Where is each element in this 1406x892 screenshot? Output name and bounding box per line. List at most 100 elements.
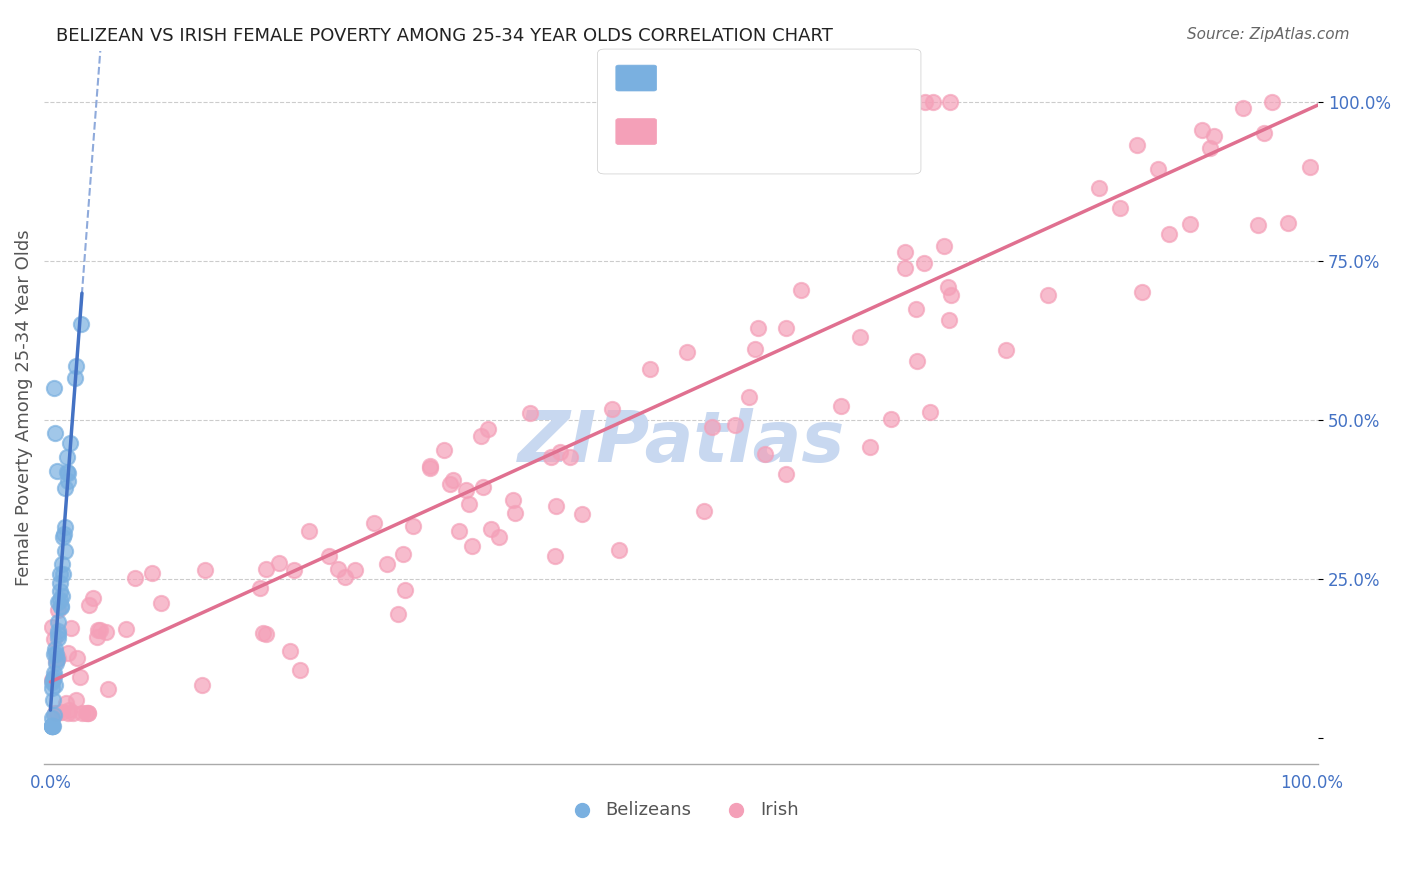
- Point: [249, 581, 271, 595]
- Point: [42, 672, 65, 686]
- Point: [69, 670, 91, 684]
- Point: [97, 682, 120, 697]
- Point: [77, 706, 100, 720]
- Point: [65, 693, 87, 707]
- Point: [676, 345, 699, 359]
- Point: [51, 705, 73, 719]
- Point: [1036, 288, 1059, 302]
- Point: [58, 475, 80, 489]
- Point: [540, 450, 562, 464]
- Point: [471, 480, 494, 494]
- Point: [44, 381, 66, 395]
- Point: [52, 566, 75, 581]
- Point: [87, 623, 110, 637]
- Point: [41, 718, 63, 732]
- Point: [65, 359, 87, 373]
- Point: [932, 238, 955, 252]
- Point: [433, 442, 456, 457]
- Point: [548, 445, 571, 459]
- Point: [326, 562, 349, 576]
- Point: [821, 95, 844, 109]
- Point: [49, 599, 72, 614]
- Point: [439, 477, 461, 491]
- Point: [1199, 141, 1222, 155]
- Point: [995, 343, 1018, 357]
- Point: [42, 632, 65, 647]
- Point: [53, 482, 76, 496]
- Point: [58, 703, 80, 717]
- Point: [402, 519, 425, 533]
- Point: [46, 624, 69, 639]
- Point: [912, 256, 935, 270]
- Point: [75, 706, 97, 720]
- Point: [53, 544, 76, 558]
- Point: [89, 623, 111, 637]
- Point: [66, 650, 89, 665]
- Point: [744, 343, 766, 357]
- Point: [96, 624, 118, 639]
- Point: [41, 693, 63, 707]
- Point: [859, 440, 882, 454]
- Point: [49, 593, 72, 607]
- Text: Source: ZipAtlas.com: Source: ZipAtlas.com: [1187, 27, 1350, 42]
- Point: [46, 603, 69, 617]
- Point: [41, 718, 63, 732]
- Text: R = 0.603   N =  47: R = 0.603 N = 47: [664, 64, 839, 82]
- Point: [419, 461, 441, 475]
- Point: [1232, 102, 1254, 116]
- Point: [1191, 123, 1213, 137]
- Point: [790, 283, 813, 297]
- Point: [62, 706, 84, 720]
- Point: [254, 562, 277, 576]
- Point: [298, 524, 321, 538]
- Point: [41, 681, 63, 696]
- Point: [53, 527, 76, 541]
- Point: [904, 301, 927, 316]
- Point: [46, 706, 69, 720]
- Point: [252, 625, 274, 640]
- Point: [48, 566, 70, 581]
- Point: [375, 557, 398, 571]
- Point: [59, 436, 82, 450]
- Point: [454, 483, 477, 497]
- Point: [283, 563, 305, 577]
- Point: [55, 696, 77, 710]
- Point: [70, 318, 93, 332]
- Point: [865, 95, 887, 109]
- Point: [880, 412, 903, 426]
- Point: [387, 607, 409, 621]
- Point: [1146, 162, 1168, 177]
- Point: [679, 95, 702, 109]
- Point: [638, 361, 661, 376]
- Point: [1088, 181, 1111, 195]
- Point: [441, 473, 464, 487]
- Point: [290, 663, 312, 677]
- Point: [124, 571, 146, 585]
- Point: [44, 665, 66, 680]
- Point: [1253, 126, 1275, 140]
- Point: [461, 539, 484, 553]
- Point: [1299, 161, 1322, 175]
- Point: [49, 575, 72, 590]
- Point: [60, 621, 83, 635]
- Point: [1157, 227, 1180, 241]
- Point: [849, 330, 872, 344]
- Point: [941, 287, 963, 301]
- Point: [558, 450, 581, 464]
- Point: [905, 354, 928, 368]
- Point: [56, 465, 79, 479]
- Point: [45, 654, 67, 668]
- Point: [394, 582, 416, 597]
- Point: [41, 718, 63, 732]
- Point: [44, 642, 66, 657]
- Point: [894, 260, 917, 275]
- Point: [52, 530, 75, 544]
- Point: [775, 321, 797, 335]
- Point: [363, 516, 385, 531]
- Point: [254, 626, 277, 640]
- Point: [56, 646, 79, 660]
- Legend: Belizeans, Irish: Belizeans, Irish: [557, 794, 806, 826]
- Point: [72, 706, 94, 720]
- Point: [914, 95, 936, 109]
- Point: [45, 656, 67, 670]
